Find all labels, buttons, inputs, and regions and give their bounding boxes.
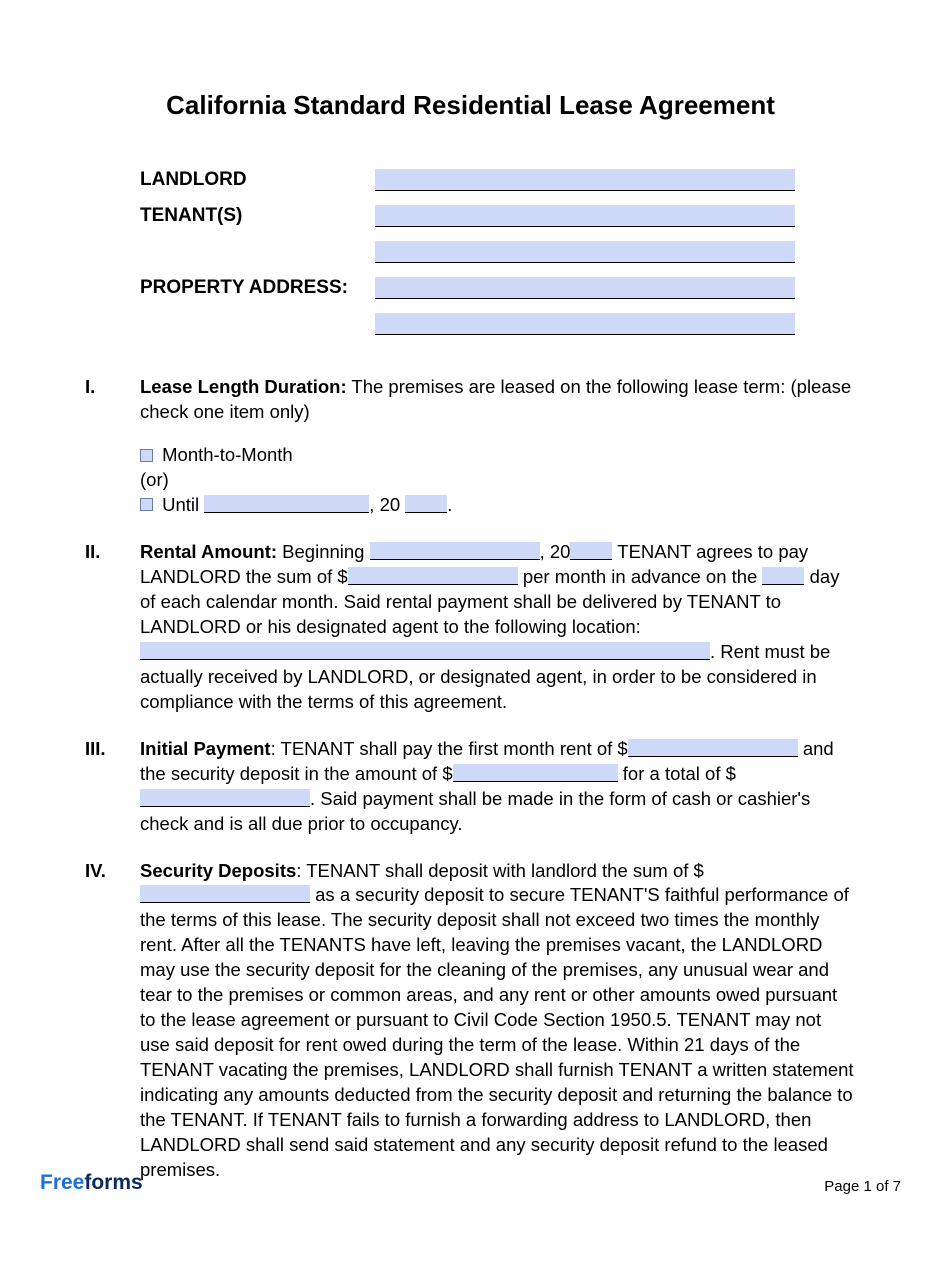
section-i-heading: Lease Length Duration: [140,376,347,397]
property-field-2[interactable] [375,313,795,335]
section-iii-heading: Initial Payment [140,738,271,759]
begin-date-field[interactable] [370,542,540,560]
option-or: (or) [140,468,856,493]
total-payment-field[interactable] [140,789,310,807]
tenants-row: TENANT(S) [140,205,856,227]
roman-iv: IV. [85,859,140,1184]
until-year-field[interactable] [405,495,447,513]
section-ii-body: Rental Amount: Beginning , 20 TENANT agr… [140,540,856,715]
tenants-row-2 [140,241,856,263]
logo-free: Free [40,1171,84,1194]
header-block: LANDLORD TENANT(S) PROPERTY ADDRESS: [140,169,856,335]
tenants-field-2[interactable] [375,241,795,263]
iv-t2: as a security deposit to secure TENANT'S… [140,884,854,1180]
option-until: Until , 20 . [140,493,856,518]
landlord-row: LANDLORD [140,169,856,191]
first-month-rent-field[interactable] [628,739,798,757]
section-iv-body: Security Deposits: TENANT shall deposit … [140,859,856,1184]
section-i-options: Month-to-Month (or) Until , 20 . [140,443,856,518]
roman-ii: II. [85,540,140,715]
document-title: California Standard Residential Lease Ag… [85,90,856,121]
until-suffix: . [447,494,452,515]
section-iii: III. Initial Payment: TENANT shall pay t… [85,737,856,837]
section-ii: II. Rental Amount: Beginning , 20 TENANT… [85,540,856,715]
iii-t3: for a total of $ [618,763,736,784]
section-iv: IV. Security Deposits: TENANT shall depo… [85,859,856,1184]
ii-t1: Beginning [277,541,370,562]
property-row: PROPERTY ADDRESS: [140,277,856,299]
rent-location-field[interactable] [140,642,710,660]
landlord-field[interactable] [375,169,795,191]
property-field-1[interactable] [375,277,795,299]
tenants-label: TENANT(S) [140,205,375,227]
logo: Freeforms [40,1171,143,1195]
security-deposit-amount-field[interactable] [453,764,618,782]
iii-t1: : TENANT shall pay the first month rent … [271,738,628,759]
page-number: Page 1 of 7 [824,1178,901,1195]
document-page: California Standard Residential Lease Ag… [0,0,941,1265]
rent-day-field[interactable] [762,567,804,585]
property-label: PROPERTY ADDRESS: [140,277,375,299]
checkbox-month-to-month[interactable] [140,449,153,462]
begin-year-field[interactable] [570,542,612,560]
tenants-field-1[interactable] [375,205,795,227]
option-month-label: Month-to-Month [157,444,293,465]
rent-sum-field[interactable] [348,567,518,585]
logo-forms: forms [84,1171,142,1194]
section-i: I. Lease Length Duration: The premises a… [85,375,856,518]
section-ii-heading: Rental Amount: [140,541,277,562]
section-iv-heading: Security Deposits [140,860,296,881]
landlord-label: LANDLORD [140,169,375,191]
roman-i: I. [85,375,140,518]
property-row-2 [140,313,856,335]
iv-t1: : TENANT shall deposit with landlord the… [296,860,704,881]
checkbox-until[interactable] [140,498,153,511]
page-footer: Freeforms Page 1 of 7 [40,1171,901,1195]
roman-iii: III. [85,737,140,837]
section-i-body: Lease Length Duration: The premises are … [140,375,856,518]
until-mid: , 20 [369,494,405,515]
until-prefix: Until [157,494,204,515]
ii-t4: per month in advance on the [518,566,763,587]
deposit-sum-field[interactable] [140,885,310,903]
option-month-to-month: Month-to-Month [140,443,856,468]
section-iii-body: Initial Payment: TENANT shall pay the fi… [140,737,856,837]
ii-t2: , 20 [540,541,571,562]
until-date-field[interactable] [204,495,369,513]
